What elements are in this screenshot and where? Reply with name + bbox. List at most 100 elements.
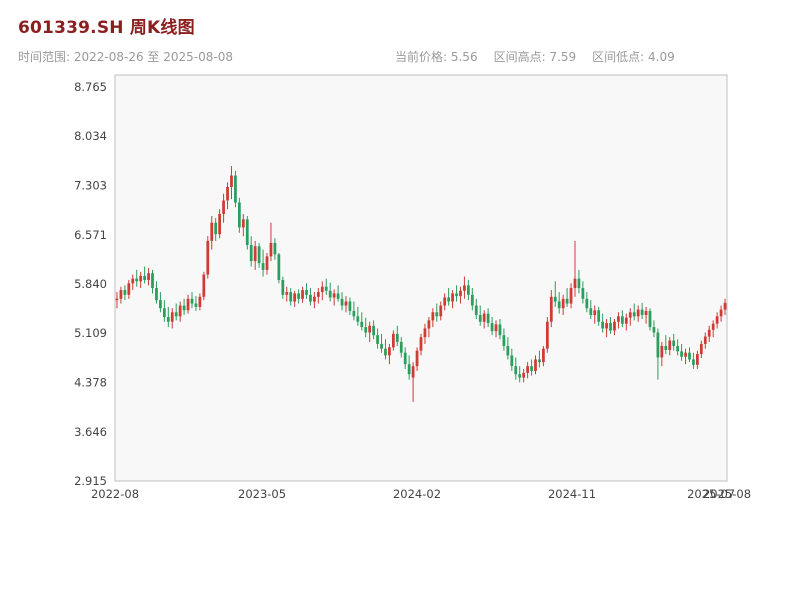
candle <box>557 292 561 314</box>
candle-body <box>672 340 676 346</box>
candle-body <box>451 293 454 302</box>
candle <box>174 303 178 321</box>
candle-body <box>281 279 285 295</box>
candle-body <box>699 343 703 355</box>
candle-body <box>265 256 269 270</box>
candle <box>589 300 593 320</box>
candle <box>352 301 356 321</box>
candle-body <box>151 273 154 289</box>
candle <box>628 308 632 326</box>
candle-body <box>273 242 277 255</box>
candle <box>206 236 210 279</box>
candle <box>139 271 143 289</box>
y-axis-tick-label: 4.378 <box>74 375 107 389</box>
candle-body <box>316 292 320 297</box>
candle-body <box>372 325 376 336</box>
candle-body <box>688 352 691 360</box>
candle-body <box>617 316 620 322</box>
candle-body <box>624 317 628 324</box>
candle <box>249 236 253 267</box>
candle-body <box>277 254 281 280</box>
candle-body <box>545 321 549 349</box>
candle <box>269 222 273 262</box>
candle <box>561 294 565 315</box>
candle-body <box>534 359 537 371</box>
candle <box>423 323 427 344</box>
candle <box>597 306 601 326</box>
candle-body <box>668 340 672 351</box>
candle <box>474 298 478 320</box>
range-high-label: 区间高点: 7.59 <box>493 50 577 64</box>
candle <box>313 292 316 309</box>
candle <box>210 215 214 250</box>
candle-body <box>443 297 447 306</box>
candle <box>672 333 676 351</box>
candle-body <box>399 341 403 353</box>
candle-body <box>328 290 332 298</box>
candle <box>194 296 198 311</box>
candle <box>455 285 458 302</box>
candle <box>581 281 585 304</box>
candle <box>644 306 648 324</box>
candle-body <box>593 310 597 315</box>
candle-body <box>245 219 249 245</box>
candle <box>723 298 727 315</box>
candle-body <box>391 333 395 348</box>
candle <box>309 288 312 306</box>
candle-body <box>352 310 356 317</box>
candle-body <box>190 298 194 304</box>
candle-body <box>249 244 253 262</box>
candle-body <box>613 321 616 331</box>
candle <box>364 317 368 338</box>
candle-body <box>502 335 506 346</box>
time-range-label: 时间范围: 2022-08-26 至 2025-08-08 <box>18 50 233 64</box>
current-price-label: 当前价格: 5.56 <box>395 50 478 64</box>
candle <box>182 298 186 315</box>
candle-body <box>470 294 474 306</box>
candle-body <box>407 364 411 375</box>
candle <box>241 213 245 237</box>
candle <box>640 302 644 320</box>
x-axis-tick-label: 2024-11 <box>548 487 596 501</box>
candle-body <box>147 273 150 280</box>
y-axis-tick-label: 6.571 <box>74 228 107 242</box>
candle-body <box>135 278 139 282</box>
candle <box>320 281 324 301</box>
candle-body <box>565 298 569 304</box>
candle <box>668 337 672 356</box>
candle <box>131 274 135 291</box>
candle <box>162 300 166 322</box>
candle <box>545 317 549 353</box>
candle <box>230 166 233 200</box>
candle <box>624 313 628 331</box>
candle <box>703 332 707 349</box>
candle-body <box>364 327 368 333</box>
candle-body <box>506 345 510 356</box>
candle-body <box>530 366 533 371</box>
candle-body <box>324 286 328 291</box>
candle <box>115 292 119 309</box>
candle-body <box>439 305 443 317</box>
candle-body <box>237 202 241 228</box>
candle <box>237 197 241 233</box>
candle <box>443 293 447 311</box>
candle-body <box>415 350 419 367</box>
candle <box>656 328 660 380</box>
y-axis-tick-label: 3.646 <box>74 425 107 439</box>
candle-body <box>419 337 423 351</box>
candle <box>478 305 482 326</box>
candle <box>573 240 577 297</box>
candle-body <box>652 327 656 333</box>
candle <box>660 341 664 367</box>
candle-body <box>182 305 186 311</box>
candle <box>696 350 699 369</box>
candle <box>399 337 403 358</box>
candle-body <box>380 343 383 349</box>
candle-body <box>664 345 668 351</box>
candle <box>692 352 695 369</box>
candle-body <box>692 359 695 365</box>
x-axis-tick-label: 2025-07 <box>687 487 735 501</box>
candle-body <box>707 329 711 337</box>
candle <box>664 335 668 355</box>
